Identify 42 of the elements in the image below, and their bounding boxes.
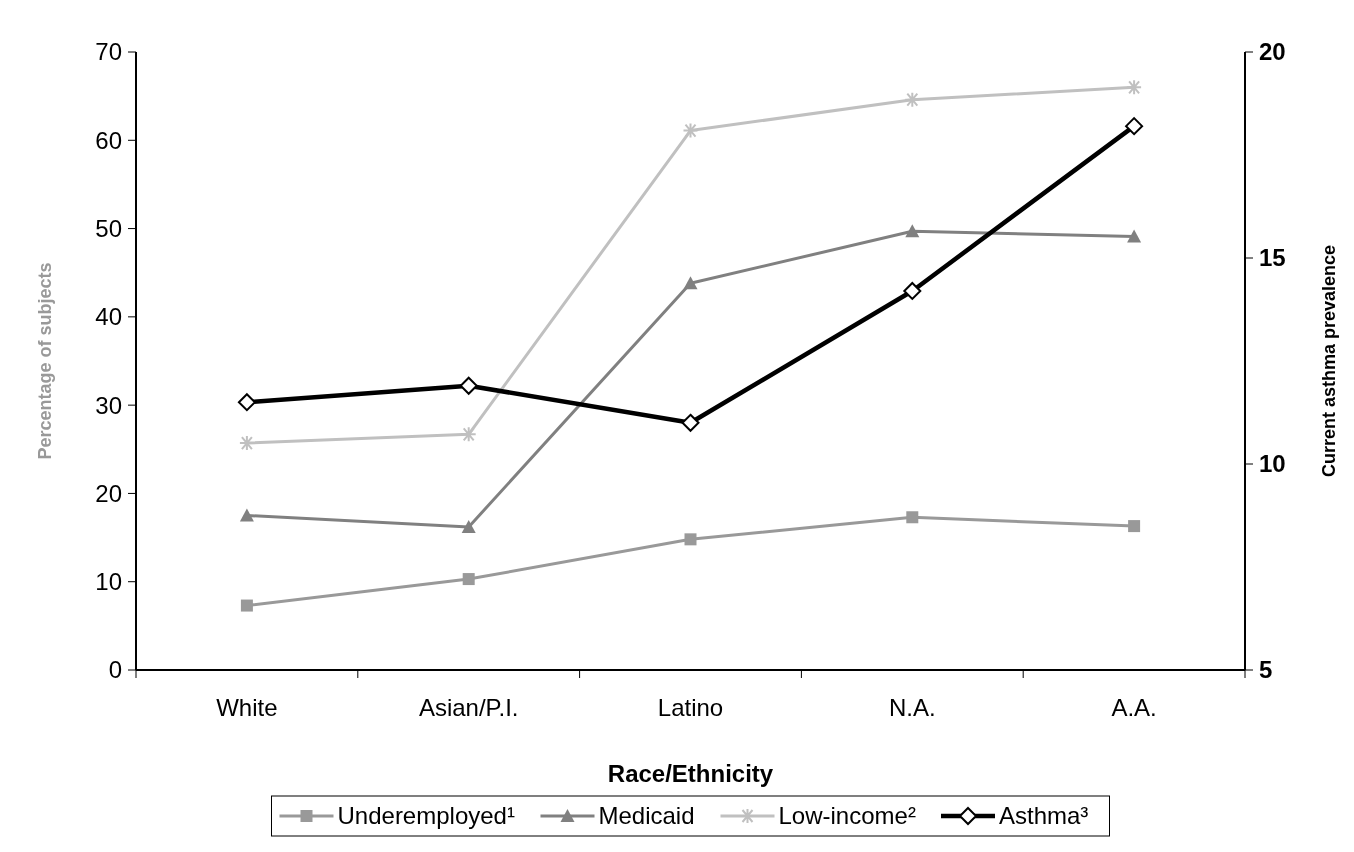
legend-label: Asthma³ <box>999 802 1089 830</box>
point <box>459 376 478 395</box>
y2-tick-label: 20 <box>1259 38 1286 66</box>
y2-tick-label: 5 <box>1259 656 1273 684</box>
point <box>684 533 697 546</box>
point <box>683 276 698 290</box>
legend-label: Low-income² <box>778 802 916 830</box>
point <box>905 224 920 238</box>
point <box>462 573 475 586</box>
legend-label: Medicaid <box>598 802 695 830</box>
y2-axis-title: Current asthma prevalence <box>1319 244 1339 478</box>
x-tick-label: White <box>216 694 278 721</box>
point <box>1127 229 1142 243</box>
y-tick-label: 20 <box>95 479 122 507</box>
point <box>240 599 253 612</box>
x-tick-label: Asian/P.I. <box>418 694 519 721</box>
point <box>681 413 700 432</box>
x-tick-label: N.A. <box>888 694 936 721</box>
y2-tick-label: 10 <box>1259 450 1286 478</box>
point <box>1128 520 1141 533</box>
point <box>237 393 256 412</box>
point <box>239 508 254 522</box>
point <box>903 281 922 300</box>
legend-label: Underemployed¹ <box>337 802 515 830</box>
y-axis-title: Percentage of subjects <box>35 262 55 460</box>
y-tick-label: 30 <box>95 391 122 419</box>
y-tick-label: 0 <box>108 656 122 684</box>
y-tick-label: 60 <box>95 126 122 154</box>
point <box>1126 79 1143 96</box>
y-tick-label: 70 <box>95 38 122 66</box>
y-tick-label: 50 <box>95 214 122 242</box>
y-tick-label: 40 <box>95 303 122 331</box>
point <box>682 122 699 139</box>
y-tick-label: 10 <box>95 568 122 596</box>
point <box>461 519 476 533</box>
point <box>238 435 255 452</box>
y2-tick-label: 15 <box>1259 244 1286 272</box>
point <box>1125 117 1144 136</box>
point <box>906 511 919 524</box>
x-tick-label: Latino <box>657 694 724 721</box>
x-axis-title: Race/Ethnicity <box>607 760 774 787</box>
x-tick-label: A.A. <box>1111 694 1157 721</box>
